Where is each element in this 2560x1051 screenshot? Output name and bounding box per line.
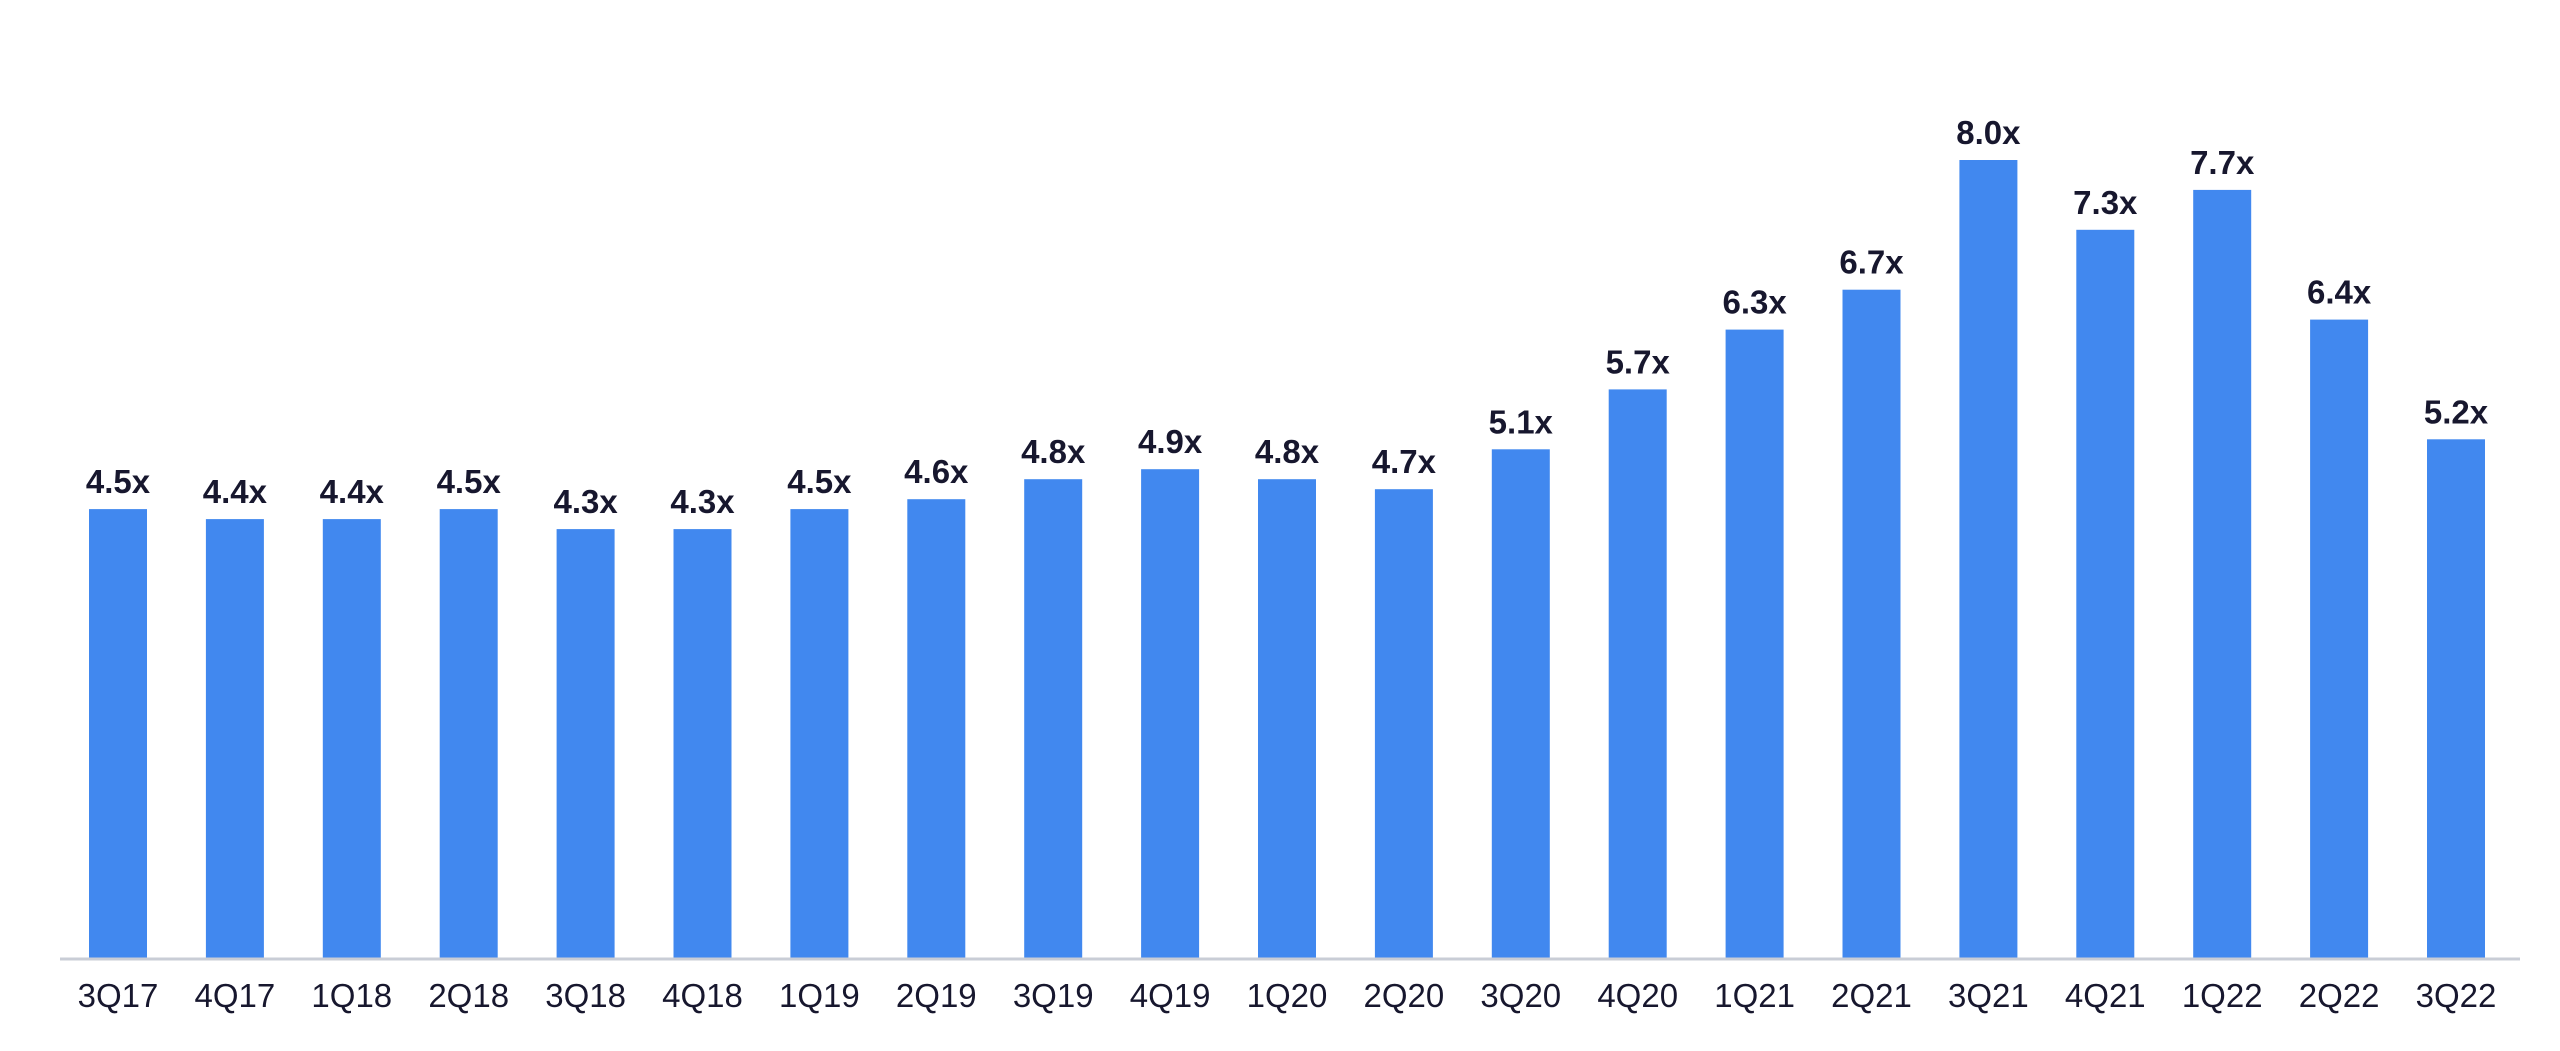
data-label-2Q21: 6.7x — [1839, 244, 1904, 281]
data-label-1Q21: 6.3x — [1722, 284, 1787, 321]
data-label-3Q18: 4.3x — [553, 483, 618, 520]
bar-1Q18 — [322, 519, 381, 958]
x-tick-label-3Q21: 3Q21 — [1948, 977, 2029, 1014]
x-tick-label-4Q19: 4Q19 — [1130, 977, 1211, 1014]
x-tick-label-3Q17: 3Q17 — [78, 977, 159, 1014]
data-label-4Q21: 7.3x — [2073, 184, 2138, 221]
bar-4Q17 — [205, 519, 264, 958]
data-label-3Q21: 8.0x — [1956, 114, 2021, 151]
data-label-3Q19: 4.8x — [1021, 433, 1086, 470]
x-tick-label-4Q17: 4Q17 — [195, 977, 276, 1014]
data-label-4Q18: 4.3x — [670, 483, 735, 520]
x-tick-label-2Q20: 2Q20 — [1364, 977, 1445, 1014]
bar-4Q18 — [673, 529, 732, 958]
bar-1Q19 — [790, 509, 849, 958]
bar-3Q18 — [556, 529, 615, 958]
x-tick-label-3Q22: 3Q22 — [2416, 977, 2497, 1014]
x-tick-labels-group: 3Q17 4Q17 1Q18 2Q18 3Q18 4Q18 1Q19 2Q19 3Q19 4Q19… — [78, 977, 2497, 1014]
bar-3Q21 — [1959, 160, 2018, 958]
data-label-2Q20: 4.7x — [1372, 443, 1437, 480]
x-tick-label-3Q20: 3Q20 — [1480, 977, 1561, 1014]
value-labels-group: 4.5x 4.4x 4.4x 4.5x 4.3x 4.3x 4.5x 4.6x 4.8x 4.9x… — [86, 114, 2489, 520]
x-tick-label-3Q19: 3Q19 — [1013, 977, 1094, 1014]
data-label-3Q22: 5.2x — [2424, 393, 2489, 430]
bar-2Q18 — [439, 509, 498, 958]
x-tick-label-1Q20: 1Q20 — [1247, 977, 1328, 1014]
data-label-2Q19: 4.6x — [904, 453, 969, 490]
x-tick-label-2Q18: 2Q18 — [428, 977, 509, 1014]
data-label-1Q18: 4.4x — [320, 473, 385, 510]
data-label-1Q20: 4.8x — [1255, 433, 1320, 470]
data-label-4Q19: 4.9x — [1138, 423, 1203, 460]
bar-1Q22 — [2193, 189, 2252, 958]
x-tick-label-3Q18: 3Q18 — [545, 977, 626, 1014]
data-label-4Q17: 4.4x — [203, 473, 268, 510]
data-label-3Q20: 5.1x — [1489, 403, 1554, 440]
x-tick-label-4Q18: 4Q18 — [662, 977, 743, 1014]
bar-4Q21 — [2076, 229, 2135, 959]
bar-4Q20 — [1608, 389, 1667, 958]
bar-3Q22 — [2427, 439, 2485, 958]
data-label-2Q22: 6.4x — [2307, 274, 2372, 311]
bar-1Q21 — [1725, 329, 1784, 959]
x-tick-label-1Q19: 1Q19 — [779, 977, 860, 1014]
bar-2Q22 — [2310, 319, 2369, 959]
bar-3Q17 — [89, 509, 147, 958]
bar-2Q21 — [1842, 289, 1901, 958]
x-tick-label-2Q19: 2Q19 — [896, 977, 977, 1014]
x-tick-label-2Q22: 2Q22 — [2299, 977, 2380, 1014]
bar-4Q19 — [1141, 469, 1200, 958]
data-label-1Q19: 4.5x — [787, 463, 852, 500]
data-label-2Q18: 4.5x — [437, 463, 502, 500]
data-label-1Q22: 7.7x — [2190, 144, 2255, 181]
x-tick-label-1Q21: 1Q21 — [1714, 977, 1795, 1014]
data-label-3Q17: 4.5x — [86, 463, 151, 500]
x-tick-label-1Q18: 1Q18 — [311, 977, 392, 1014]
bar-2Q19 — [907, 499, 966, 958]
bars-group — [89, 160, 2485, 959]
bar-3Q20 — [1491, 449, 1550, 958]
bar-1Q20 — [1258, 479, 1316, 958]
bar-3Q19 — [1024, 479, 1083, 958]
x-tick-label-4Q20: 4Q20 — [1597, 977, 1678, 1014]
x-tick-label-2Q21: 2Q21 — [1831, 977, 1912, 1014]
bar-2Q20 — [1374, 489, 1433, 958]
x-tick-label-1Q22: 1Q22 — [2182, 977, 2263, 1014]
x-tick-label-4Q21: 4Q21 — [2065, 977, 2146, 1014]
data-label-4Q20: 5.7x — [1606, 343, 1671, 380]
